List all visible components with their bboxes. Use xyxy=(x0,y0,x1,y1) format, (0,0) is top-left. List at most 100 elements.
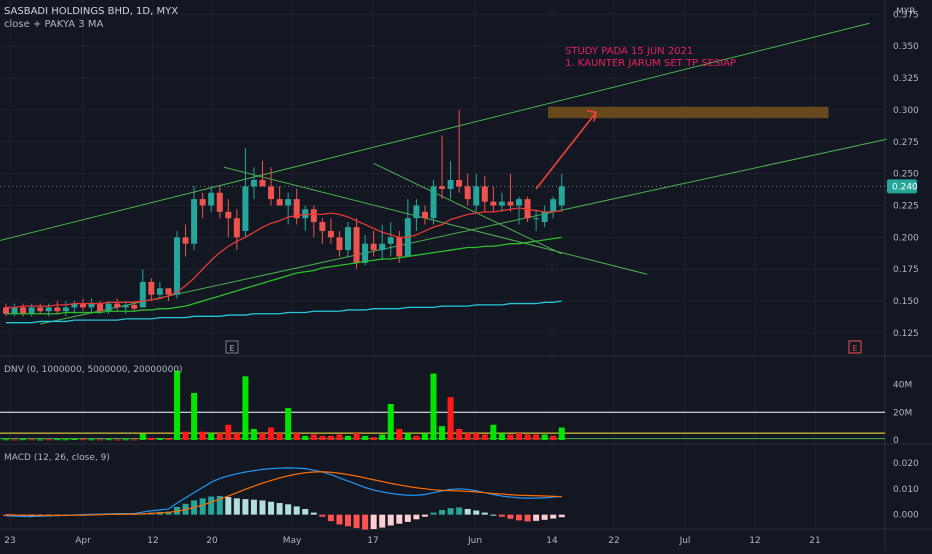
candle-body xyxy=(379,243,386,251)
trendline-4 xyxy=(373,162,562,255)
volume-bar xyxy=(156,438,163,440)
volume-bar xyxy=(88,439,95,441)
volume-bar xyxy=(456,428,463,440)
symbol-title: SASBADI HOLDINGS BHD, 1D, MYX xyxy=(4,6,178,17)
candle-body xyxy=(370,243,377,251)
volume-bar xyxy=(148,437,155,440)
volume-bar xyxy=(336,434,343,440)
volume-bar xyxy=(464,433,471,440)
candle-body xyxy=(345,227,351,251)
macd-histogram-bar xyxy=(379,514,386,528)
volume-bar xyxy=(396,428,403,440)
volume-bar xyxy=(404,433,411,440)
volume-bar xyxy=(362,435,369,440)
volume-bar xyxy=(259,433,266,440)
candle-body xyxy=(131,304,138,309)
macd-histogram-bar xyxy=(439,510,446,515)
volume-bar xyxy=(516,433,522,440)
candle-body xyxy=(558,186,565,206)
volume-bar xyxy=(268,427,275,440)
macd-histogram-bar xyxy=(490,514,497,516)
candle-body xyxy=(11,307,18,314)
volume-bar xyxy=(62,439,69,441)
volume-bar xyxy=(37,439,44,441)
macd-histogram-bar xyxy=(541,514,548,520)
volume-tick-label: 40M xyxy=(893,381,912,391)
macd-histogram-bar xyxy=(396,514,403,524)
candle-body xyxy=(439,186,446,189)
candle-body xyxy=(268,186,275,200)
macd-histogram-bar xyxy=(507,514,514,519)
macd-histogram-bar xyxy=(387,514,394,526)
macd-histogram-bar xyxy=(353,514,360,529)
time-tick-label: 20 xyxy=(206,536,218,546)
earnings-marker-1[interactable]: E xyxy=(225,340,239,354)
candle-body xyxy=(430,186,437,219)
ma-long-line xyxy=(6,300,562,324)
time-tick-label: Jun xyxy=(467,536,482,546)
candle-body xyxy=(396,237,403,257)
candle-body xyxy=(88,303,95,308)
earnings-marker-2[interactable]: E xyxy=(848,340,862,354)
macd-histogram-bar xyxy=(447,508,454,515)
candle-body xyxy=(233,218,240,238)
macd-histogram-bar xyxy=(268,501,275,515)
volume-bar xyxy=(533,434,540,440)
volume-bar xyxy=(97,439,104,441)
candle-body xyxy=(139,281,146,308)
volume-bar xyxy=(131,439,138,441)
volume-bar xyxy=(191,392,198,440)
volume-bar xyxy=(233,433,240,440)
time-tick-label: 12 xyxy=(147,536,158,546)
price-tick-label: 0.325 xyxy=(893,74,919,84)
volume-bar xyxy=(276,433,283,440)
price-tick-label: 0.150 xyxy=(893,297,919,307)
candle-body xyxy=(481,186,488,202)
macd-tick-label: 0.020 xyxy=(893,459,919,469)
volume-pane-title: DNV (0, 1000000, 5000000, 20000000) xyxy=(4,365,183,375)
macd-histogram-bar xyxy=(421,514,428,517)
price-tick-label: 0.125 xyxy=(893,329,919,339)
macd-histogram-bar xyxy=(302,508,309,515)
macd-histogram-bar xyxy=(276,503,283,515)
volume-bar xyxy=(250,428,257,440)
price-tick-label: 0.200 xyxy=(893,233,919,243)
macd-histogram-bar xyxy=(3,514,9,516)
candle-body xyxy=(174,237,180,295)
candle-body xyxy=(319,222,326,231)
candle-body xyxy=(20,307,27,314)
volume-bar xyxy=(387,404,394,440)
volume-bar xyxy=(413,435,420,440)
trendline-1 xyxy=(0,22,870,242)
macd-histogram-bar xyxy=(413,514,420,520)
volume-bar xyxy=(558,427,565,440)
volume-bar xyxy=(20,439,27,441)
target-arrow xyxy=(535,111,597,190)
target-arrow-head xyxy=(586,109,597,122)
time-tick-label: 21 xyxy=(809,536,820,546)
trendline-3 xyxy=(223,166,648,275)
volume-bar xyxy=(114,439,121,441)
volume-bar xyxy=(319,435,326,440)
candle-body xyxy=(242,186,249,231)
candle-body xyxy=(148,281,155,295)
macd-tick-label: 0.010 xyxy=(893,485,919,495)
candle-body xyxy=(54,307,61,312)
macd-pane-title: MACD (12, 26, close, 9) xyxy=(4,453,110,463)
candle-body xyxy=(498,201,505,206)
volume-bar xyxy=(302,435,309,440)
volume-bar xyxy=(3,439,9,441)
candle-body xyxy=(3,307,9,314)
candle-body xyxy=(362,243,369,263)
volume-bar xyxy=(182,431,189,440)
candle-body xyxy=(122,304,129,308)
volume-bars xyxy=(3,370,565,441)
macd-histogram-bar xyxy=(225,497,232,515)
target-zone xyxy=(548,106,829,119)
time-tick-label: 12 xyxy=(749,536,760,546)
price-tick-label: 0.300 xyxy=(893,106,919,116)
volume-bar xyxy=(473,433,480,440)
volume-bar xyxy=(71,438,78,440)
volume-bar xyxy=(481,434,488,440)
